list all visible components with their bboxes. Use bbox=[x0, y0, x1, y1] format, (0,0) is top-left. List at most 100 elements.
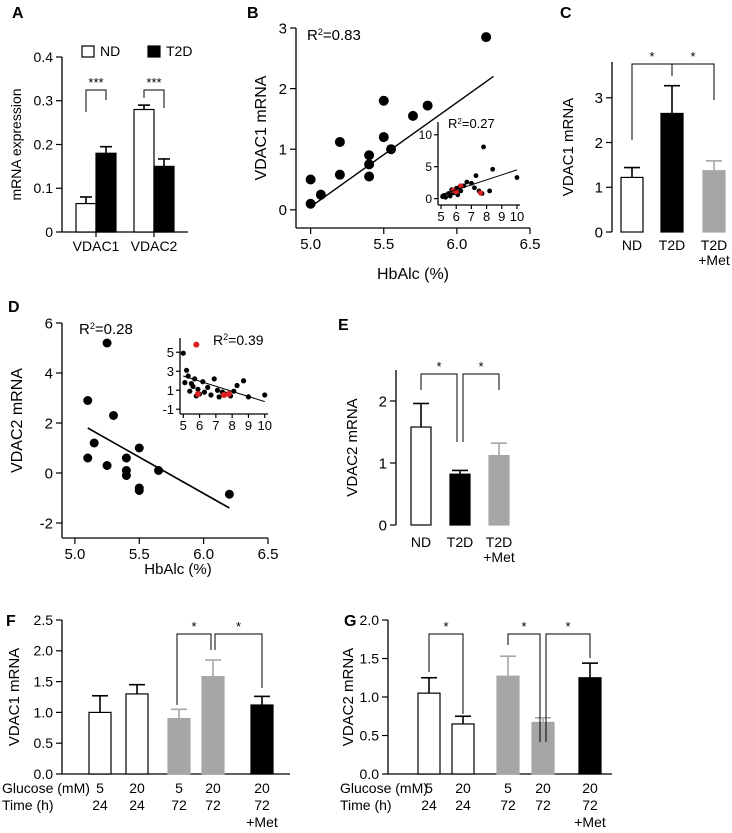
inset-data-point bbox=[214, 387, 221, 393]
data-point bbox=[102, 461, 112, 470]
data-point bbox=[305, 198, 316, 209]
b-y-tick-label: 0 bbox=[279, 202, 287, 219]
bar bbox=[167, 717, 191, 775]
y-axis-title: mRNA expression bbox=[8, 88, 24, 200]
data-point bbox=[334, 169, 345, 180]
a-y-tick-label: 0 bbox=[45, 224, 53, 240]
a-y-tick-label: 0.4 bbox=[34, 49, 54, 65]
bar bbox=[451, 723, 475, 775]
c-y-tick-label: 2 bbox=[595, 135, 603, 152]
d-inset-x-tick-label: 10 bbox=[258, 418, 272, 433]
category-label: VDAC1 bbox=[73, 238, 120, 254]
time-value: 24 bbox=[92, 797, 108, 813]
g-y-tick-label: 0.0 bbox=[360, 766, 380, 782]
e-y-tick-label: 1 bbox=[379, 455, 387, 472]
glucose-value: 5 bbox=[96, 780, 104, 796]
category-label: T2D bbox=[701, 237, 727, 253]
legend-swatch-t2d bbox=[147, 45, 161, 58]
a-y-tick-label: 0.1 bbox=[34, 180, 54, 196]
r-squared-label: R2=0.39 bbox=[213, 332, 264, 348]
time-value: 24 bbox=[129, 797, 145, 813]
significance-label: *** bbox=[88, 75, 103, 90]
legend-swatch-nd bbox=[81, 45, 95, 58]
legend-label: ND bbox=[100, 43, 120, 59]
y-axis-title: VDAC2 mRNA bbox=[340, 648, 357, 746]
inset-regression-line bbox=[183, 375, 265, 403]
data-point bbox=[408, 110, 418, 121]
data-point bbox=[378, 95, 389, 106]
significance-label: * bbox=[690, 49, 695, 64]
time-row-label: Time (h) bbox=[2, 797, 54, 813]
bar bbox=[449, 473, 471, 526]
b-x-tick-label: 5.5 bbox=[373, 236, 394, 253]
inset-data-point bbox=[447, 193, 453, 199]
f-y-tick-label: 1.0 bbox=[34, 704, 54, 720]
bar bbox=[417, 692, 441, 775]
d-y-tick-label: 6 bbox=[45, 315, 53, 332]
time-value: 72 bbox=[500, 797, 516, 813]
category-label: +Met bbox=[698, 252, 730, 268]
panel-label: A bbox=[12, 5, 24, 22]
data-point bbox=[89, 438, 99, 448]
inset-data-point bbox=[443, 194, 448, 200]
r-squared-label: R2=0.83 bbox=[307, 27, 361, 44]
time-row-label: Time (h) bbox=[340, 797, 392, 813]
significance-bracket bbox=[420, 373, 458, 442]
significance-bracket bbox=[85, 89, 107, 112]
bar bbox=[201, 676, 225, 775]
category-label: ND bbox=[622, 237, 642, 253]
data-point bbox=[422, 100, 433, 111]
b-inset-y-tick-label: 10 bbox=[419, 128, 433, 142]
r-squared-label: R2=0.27 bbox=[448, 116, 495, 131]
data-point bbox=[83, 453, 93, 463]
inset-data-point bbox=[514, 175, 520, 180]
time-value: 72 bbox=[582, 797, 598, 813]
inset-data-point-red bbox=[477, 190, 484, 196]
bar bbox=[88, 711, 112, 775]
significance-label: * bbox=[478, 359, 483, 374]
time-value: 24 bbox=[455, 797, 471, 813]
b-inset-y-tick-label: 5 bbox=[425, 160, 432, 174]
category-label: +Met bbox=[483, 549, 515, 565]
inset-data-point bbox=[216, 394, 222, 400]
glucose-value: 5 bbox=[504, 780, 512, 796]
glucose-value: 20 bbox=[455, 780, 471, 796]
glucose-row-label: Glucose (mM) bbox=[2, 780, 90, 796]
panel-label: B bbox=[247, 5, 259, 22]
d-x-tick-label: 5.0 bbox=[64, 546, 85, 563]
glucose-value: 20 bbox=[582, 780, 598, 796]
inset-regression-line bbox=[440, 169, 518, 196]
inset-data-point bbox=[182, 380, 188, 386]
bar bbox=[410, 426, 432, 526]
inset-data-point-red bbox=[221, 392, 227, 398]
panel-d: D -2 0 2 4 6 5.0 5.5 6.0 6.5 VDAC2 mRNA HbAlc (%) R2… bbox=[8, 299, 278, 578]
c-y-tick-label: 1 bbox=[595, 180, 603, 197]
c-y-tick-label: 3 bbox=[595, 90, 603, 107]
significance-label: * bbox=[236, 619, 241, 634]
d-y-tick-label: 2 bbox=[45, 415, 53, 432]
glucose-value: 5 bbox=[175, 780, 183, 796]
y-axis-title: VDAC2 mRNA bbox=[9, 368, 26, 473]
inset-data-point bbox=[183, 367, 190, 373]
b-x-tick-label: 6.5 bbox=[520, 236, 541, 253]
f-y-tick-label: 2.0 bbox=[34, 643, 54, 659]
f-y-tick-label: 2.5 bbox=[34, 612, 54, 628]
data-point bbox=[364, 150, 375, 161]
inset-data-point-red bbox=[194, 391, 201, 398]
inset-data-point bbox=[262, 392, 268, 398]
b-inset-x-tick-label: 9 bbox=[498, 209, 505, 224]
bar-nd bbox=[133, 108, 155, 233]
data-point bbox=[121, 471, 131, 480]
significance-bracket bbox=[671, 63, 715, 100]
time-value: 72 bbox=[254, 797, 270, 813]
regression-line bbox=[87, 427, 230, 509]
inset-data-point bbox=[180, 350, 186, 356]
significance-label: * bbox=[521, 619, 526, 634]
e-y-tick-label: 0 bbox=[379, 517, 387, 534]
r-squared-label: R2=0.28 bbox=[79, 321, 133, 338]
b-x-tick-label: 6.0 bbox=[446, 236, 467, 253]
b-inset-x-tick-label: 10 bbox=[510, 209, 524, 224]
f-y-tick-label: 0.5 bbox=[34, 735, 54, 751]
